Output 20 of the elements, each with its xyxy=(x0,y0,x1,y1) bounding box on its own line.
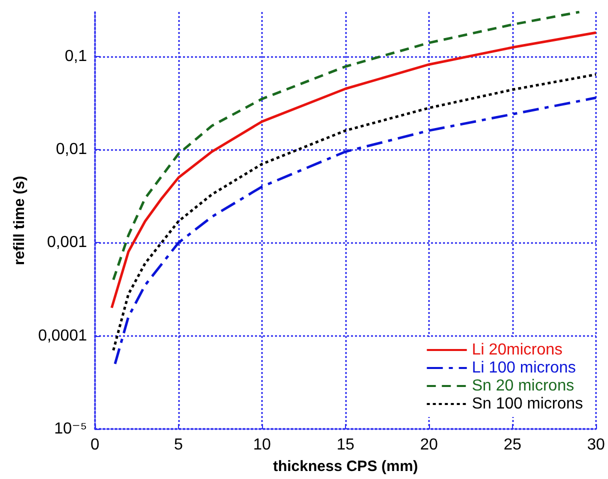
line-series xyxy=(110,31,598,310)
x-tick-label: 30 xyxy=(587,436,605,454)
y-tick-label: 0,0001 xyxy=(38,327,88,344)
x-axis-title: thickness CPS (mm) xyxy=(272,458,418,475)
y-tick-label: 10⁻⁵ xyxy=(54,420,87,438)
y-axis-title: refill time (s) xyxy=(11,176,28,266)
legend-label: Sn 20 microns xyxy=(472,378,574,394)
x-tick-label: 10 xyxy=(253,436,271,454)
x-tick-label: 5 xyxy=(174,436,184,454)
y-tick-label: 0,1 xyxy=(64,48,88,65)
x-tick-label: 15 xyxy=(336,436,354,454)
x-tick-label: 25 xyxy=(504,436,522,454)
x-tick-label: 0 xyxy=(90,436,100,454)
line-series xyxy=(112,10,581,282)
y-tick-label: 0,01 xyxy=(56,141,88,158)
legend-label: Li 20microns xyxy=(472,342,563,358)
y-tick-label: 0,001 xyxy=(46,234,88,252)
x-tick-label: 20 xyxy=(420,436,438,454)
legend-label: Sn 100 microns xyxy=(472,396,584,412)
legend-label: Li 100 microns xyxy=(472,360,576,376)
